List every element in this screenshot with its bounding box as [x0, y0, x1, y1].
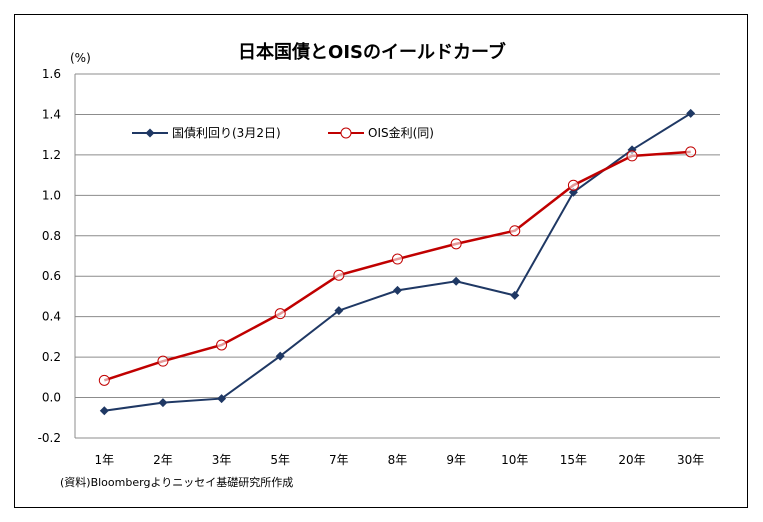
x-tick-label: 9年: [446, 453, 466, 467]
legend-marker: [340, 127, 352, 139]
gridlines: [74, 73, 720, 439]
series-1: [98, 146, 697, 386]
y-tick-label: 1.6: [42, 67, 61, 81]
data-point: [392, 253, 403, 265]
data-point: [626, 150, 638, 162]
x-tick-label: 10年: [501, 453, 528, 467]
data-point: [451, 276, 461, 286]
x-tick-label: 30年: [677, 453, 704, 467]
x-axis-ticks: 1年 2年 3年 5年 7年 8年 9年 10年 15年 20年 30年: [94, 453, 704, 467]
data-point: [685, 146, 697, 158]
y-tick-label: 0.8: [42, 229, 61, 243]
data-point: [99, 406, 109, 416]
chart-title: 日本国債とOISのイールドカーブ: [238, 41, 506, 63]
x-tick-label: 3年: [212, 453, 232, 467]
data-point: [686, 108, 696, 118]
y-tick-label: 0.2: [42, 350, 61, 364]
x-tick-label: 7年: [329, 453, 349, 467]
legend-item: OIS金利(同): [328, 125, 434, 140]
data-point: [509, 225, 521, 237]
series-layer: [98, 108, 697, 416]
y-tick-label: 0.0: [42, 391, 61, 405]
x-tick-label: 1年: [94, 453, 114, 467]
x-tick-label: 5年: [270, 453, 290, 467]
series-line: [103, 150, 691, 382]
data-point: [334, 306, 344, 316]
data-point: [158, 398, 168, 408]
data-point: [216, 339, 228, 351]
x-tick-label: 20年: [618, 453, 645, 467]
x-tick-label: 15年: [560, 453, 587, 467]
y-tick-label: 1.4: [42, 107, 61, 121]
legend-item: 国債利回り(3月2日): [132, 125, 281, 140]
y-tick-label: 0.4: [42, 310, 61, 324]
data-point: [157, 355, 169, 367]
data-point: [450, 238, 462, 250]
y-tick-label: -0.2: [38, 431, 61, 445]
x-tick-label: 2年: [153, 453, 173, 467]
y-tick-label: 1.2: [42, 148, 61, 162]
data-point: [567, 179, 579, 191]
legend-label: 国債利回り(3月2日): [172, 125, 281, 140]
data-point: [98, 374, 110, 386]
data-point: [275, 351, 285, 361]
legend-label: OIS金利(同): [368, 125, 434, 140]
y-axis-ticks: 1.6 1.4 1.2 1.0 0.8 0.6 0.4 0.2 0.0 -0.2: [38, 67, 61, 445]
legend-marker: [145, 128, 155, 138]
y-tick-label: 0.6: [42, 269, 61, 283]
y-axis-unit: (%): [70, 51, 91, 65]
source-note: (資料)Bloombergよりニッセイ基礎研究所作成: [60, 475, 293, 489]
data-point: [274, 308, 286, 320]
data-point: [393, 285, 402, 295]
chart-frame: [14, 14, 748, 508]
data-point: [510, 290, 520, 300]
x-tick-label: 8年: [388, 453, 408, 467]
legend: 国債利回り(3月2日) OIS金利(同): [132, 125, 434, 140]
y-tick-label: 1.0: [42, 188, 61, 202]
data-point: [217, 394, 227, 404]
data-point: [333, 269, 345, 281]
